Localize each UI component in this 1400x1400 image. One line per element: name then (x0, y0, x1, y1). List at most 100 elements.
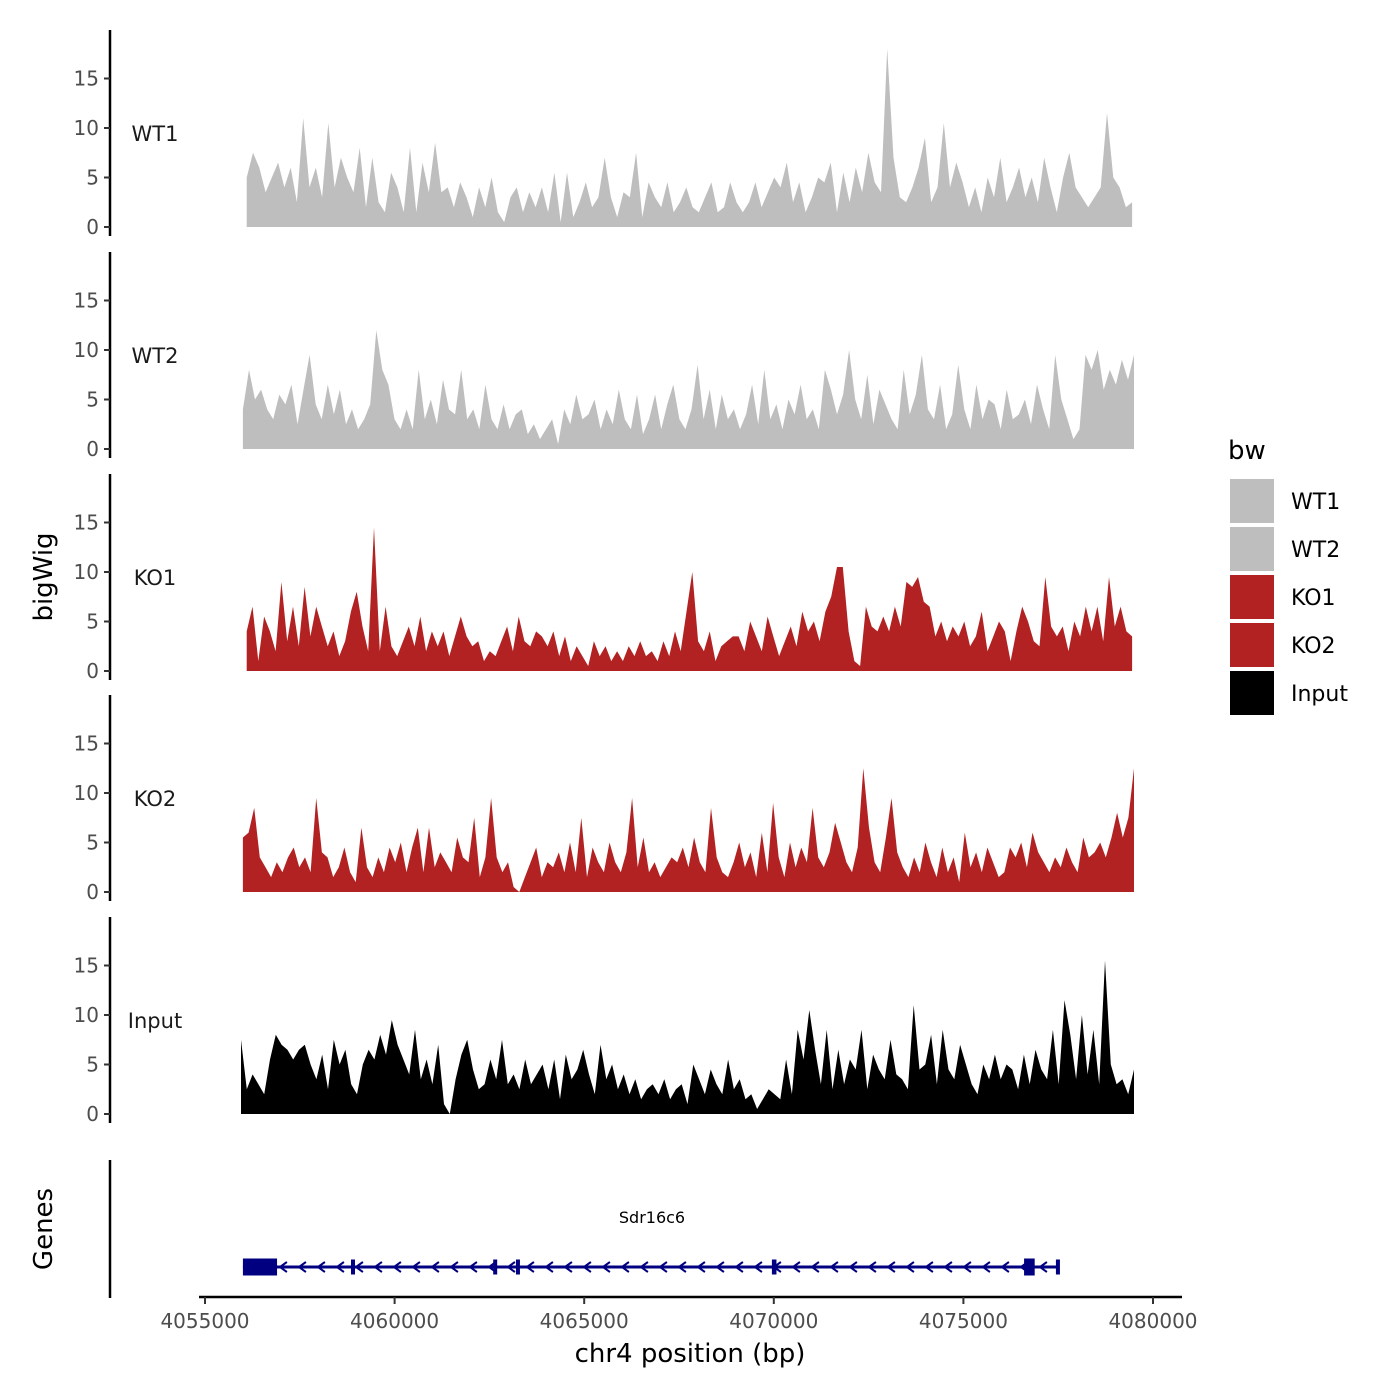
strand-arrow (848, 1261, 858, 1273)
legend-key-input (1228, 669, 1276, 717)
track-wt2: 0 5 10 15 WT2 (74, 252, 1134, 461)
strand-arrow (867, 1261, 877, 1273)
track-input: 0 5 10 15 Input (74, 917, 1134, 1126)
x-tick-label: 4080000 (1108, 1309, 1197, 1333)
strand-arrow (449, 1261, 459, 1273)
strand-arrow (468, 1261, 478, 1273)
gene-track-title: Genes (29, 1188, 59, 1270)
strand-arrow (620, 1261, 630, 1273)
exon (515, 1259, 520, 1275)
y-tick-label: 5 (86, 831, 99, 855)
exon (771, 1259, 777, 1275)
legend-label: KO1 (1291, 586, 1336, 611)
strand-arrow (297, 1261, 307, 1273)
x-tick-label: 4065000 (540, 1309, 629, 1333)
strand-arrow (905, 1261, 915, 1273)
exon (242, 1258, 278, 1276)
legend-key-wt2 (1228, 525, 1276, 573)
y-tick-label: 0 (86, 1102, 99, 1126)
signal-area-ko2 (242, 768, 1134, 892)
legend-label: Input (1291, 682, 1348, 707)
strand-arrow (658, 1261, 668, 1273)
strand-arrow (373, 1261, 383, 1273)
y-tick-label: 5 (86, 610, 99, 634)
strand-arrow (1000, 1261, 1010, 1273)
x-axis-title: chr4 position (bp) (575, 1339, 806, 1369)
y-tick-label: 15 (74, 289, 99, 313)
y-tick-label: 10 (74, 781, 99, 805)
y-tick-label: 10 (74, 560, 99, 584)
x-axis: 4055000 4060000 4065000 4070000 4075000 40800… (160, 1295, 1198, 1333)
x-tick-label: 4070000 (729, 1309, 818, 1333)
y-tick-label: 15 (74, 67, 99, 91)
y-tick-label: 15 (74, 954, 99, 978)
track-ko2: 0 5 10 15 KO2 (74, 695, 1134, 904)
strand-arrow (981, 1261, 991, 1273)
legend-key-wt1 (1228, 477, 1276, 525)
y-tick-label: 0 (86, 880, 99, 904)
track-label: WT2 (132, 344, 179, 368)
track-label: KO2 (134, 787, 177, 811)
gene-track: Sdr16c6 (108, 1160, 1060, 1298)
strand-arrow (639, 1261, 649, 1273)
gene-label: Sdr16c6 (619, 1208, 685, 1227)
legend: WT1 WT2 KO1 KO2 Input (1228, 477, 1348, 717)
strand-arrow (430, 1261, 440, 1273)
strand-arrow (886, 1261, 896, 1273)
strand-arrow (791, 1261, 801, 1273)
exon (350, 1259, 355, 1275)
strand-arrow (962, 1261, 972, 1273)
x-tick-label: 4055000 (160, 1309, 249, 1333)
y-tick-label: 5 (86, 166, 99, 190)
y-tick-label: 0 (86, 659, 99, 683)
y-tick-label: 15 (74, 732, 99, 756)
signal-area-wt2 (242, 330, 1134, 449)
strand-arrow (1038, 1261, 1048, 1273)
strand-arrow (715, 1261, 725, 1273)
strand-arrow (392, 1261, 402, 1273)
exon (1024, 1258, 1035, 1276)
x-tick-label: 4060000 (350, 1309, 439, 1333)
y-tick-label: 10 (74, 1003, 99, 1027)
signal-tracks: 0 5 10 15 WT1 0 5 10 15 WT2 0 5 10 15 KO1 0 5 10 15 KO2 0 5 10… (74, 30, 1134, 1126)
y-tick-label: 0 (86, 437, 99, 461)
y-axis-title: bigWig (29, 532, 59, 621)
strand-arrow (354, 1261, 364, 1273)
strand-arrow (506, 1261, 516, 1273)
x-tick-label: 4075000 (919, 1309, 1008, 1333)
strand-arrow (753, 1261, 763, 1273)
legend-label: WT1 (1291, 490, 1340, 515)
strand-arrow (563, 1261, 573, 1273)
strand-arrow (696, 1261, 706, 1273)
signal-area-input (241, 960, 1134, 1114)
exon (493, 1259, 498, 1275)
y-tick-label: 5 (86, 1053, 99, 1077)
track-label: Input (128, 1009, 182, 1033)
strand-arrow (525, 1261, 535, 1273)
y-tick-label: 10 (74, 338, 99, 362)
track-wt1: 0 5 10 15 WT1 (74, 30, 1133, 239)
strand-arrow (316, 1261, 326, 1273)
strand-arrow (411, 1261, 421, 1273)
legend-key-ko2 (1228, 621, 1276, 669)
legend-label: WT2 (1291, 538, 1340, 563)
y-tick-label: 5 (86, 388, 99, 412)
y-tick-label: 0 (86, 215, 99, 239)
strand-arrow (924, 1261, 934, 1273)
track-label: WT1 (132, 122, 179, 146)
legend-title: bw (1228, 436, 1266, 466)
exon (1055, 1259, 1060, 1275)
strand-arrow (829, 1261, 839, 1273)
y-tick-label: 10 (74, 116, 99, 140)
strand-arrow (810, 1261, 820, 1273)
strand-arrow (582, 1261, 592, 1273)
strand-arrow (601, 1261, 611, 1273)
strand-arrow (943, 1261, 953, 1273)
signal-area-ko1 (246, 527, 1133, 671)
track-label: KO1 (134, 566, 177, 590)
legend-label: KO2 (1291, 634, 1336, 659)
strand-arrow (734, 1261, 744, 1273)
track-ko1: 0 5 10 15 KO1 (74, 474, 1133, 683)
strand-arrow (278, 1261, 288, 1273)
